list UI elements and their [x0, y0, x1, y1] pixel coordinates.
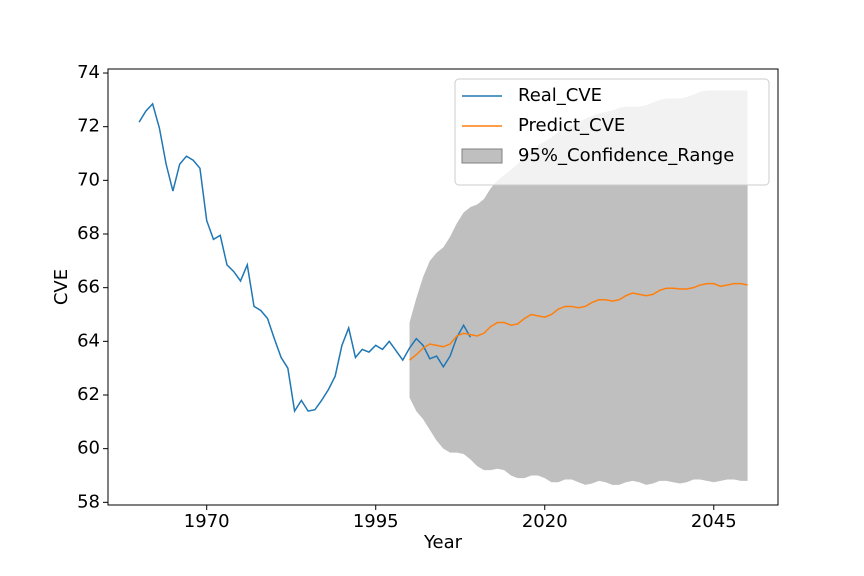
confidence-band [409, 90, 748, 485]
y-tick-label: 72 [77, 116, 100, 137]
legend-label: 95%_Confidence_Range [518, 145, 734, 166]
x-tick-label: 2045 [691, 511, 737, 532]
legend-symbol [461, 148, 503, 164]
legend-label: Real_CVE [518, 85, 602, 106]
series-line [138, 102, 472, 414]
x-axis-label: Year [423, 532, 463, 553]
x-tick-label: 2020 [522, 511, 568, 532]
legend-box [454, 78, 770, 186]
plot-frame [107, 68, 779, 506]
y-tick-label: 64 [77, 330, 100, 351]
legend-label: Predict_CVE [518, 115, 625, 136]
y-tick-label: 60 [77, 438, 100, 459]
y-tick-label: 66 [77, 277, 100, 298]
series-line [409, 282, 748, 361]
y-tick-label: 62 [77, 384, 100, 405]
y-tick-label: 68 [77, 223, 100, 244]
y-tick-label: 58 [77, 491, 100, 512]
x-tick-label: 1970 [184, 511, 230, 532]
y-axis-label: CVE [51, 269, 72, 305]
y-tick-label: 70 [77, 169, 100, 190]
x-tick-label: 1995 [353, 511, 399, 532]
y-tick-label: 74 [77, 62, 100, 83]
